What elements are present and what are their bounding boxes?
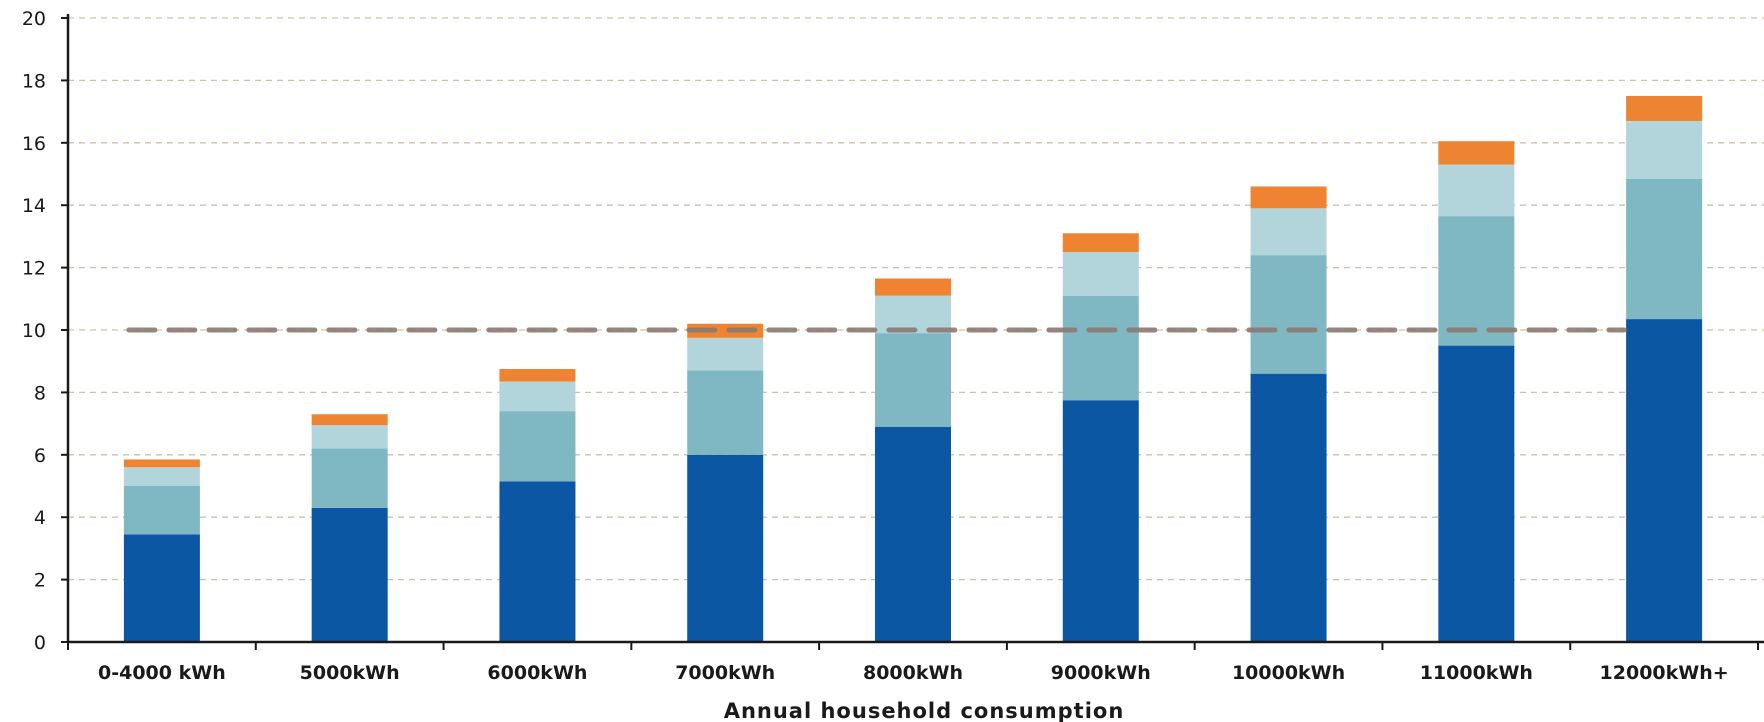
y-tick-label: 6 (34, 445, 46, 467)
bar-segment (1250, 255, 1327, 374)
bar-segment (1250, 373, 1327, 642)
bar-segment (1626, 319, 1703, 642)
bar-segment (875, 295, 951, 334)
y-tick-label: 0 (34, 632, 46, 654)
bar-segment (311, 414, 388, 426)
y-tick-label: 2 (34, 570, 46, 592)
bars (123, 96, 1703, 642)
y-tick-label: 12 (22, 258, 46, 280)
bar-segment (1438, 345, 1515, 642)
bar-segment (875, 426, 951, 642)
bar-segment (687, 454, 764, 642)
x-category-label: 9000kWh (1051, 662, 1151, 684)
x-axis-category-labels: 0-4000 kWh 5000kWh 6000kWh 7000kWh 8000kWh 90… (98, 662, 1729, 684)
axes (61, 14, 1764, 650)
bar-segment (499, 381, 576, 412)
bar-segment (1626, 120, 1703, 179)
x-category-label: 10000kWh (1232, 662, 1345, 684)
bar-segment (1626, 178, 1703, 320)
bar-segment (1062, 252, 1139, 296)
y-tick-label: 4 (34, 507, 46, 529)
bar-segment (311, 507, 388, 642)
y-axis-tick-labels: 0 2 4 6 8 10 12 14 16 18 20 (22, 8, 46, 654)
bar-segment (499, 481, 576, 642)
y-tick-label: 20 (22, 8, 46, 30)
bar-segment (1062, 295, 1139, 401)
x-category-label: 11000kWh (1420, 662, 1533, 684)
bar-segment (1250, 208, 1327, 256)
y-tick-label: 10 (22, 320, 46, 342)
bar-segment (1438, 164, 1515, 217)
x-category-label: 8000kWh (863, 662, 963, 684)
x-category-label: 5000kWh (300, 662, 400, 684)
bar-segment (1062, 400, 1139, 642)
y-tick-label: 8 (34, 382, 46, 404)
x-category-label: 6000kWh (487, 662, 587, 684)
bar-segment (875, 333, 951, 427)
bar-segment (875, 278, 951, 296)
bar-segment (1438, 141, 1515, 165)
bar-segment (311, 425, 388, 449)
y-tick-label: 16 (22, 133, 46, 155)
x-category-label: 7000kWh (675, 662, 775, 684)
x-category-label: 12000kWh+ (1600, 662, 1729, 684)
bar-segment (687, 323, 764, 338)
bar-segment (123, 534, 200, 642)
y-tick-label: 14 (22, 195, 46, 217)
bar-segment (687, 370, 764, 455)
bar-segment (499, 369, 576, 382)
bar-segment (123, 467, 200, 486)
bar-segment (687, 337, 764, 371)
bar-segment (1250, 186, 1327, 209)
x-category-label: 0-4000 kWh (98, 662, 226, 684)
bar-segment (123, 459, 200, 468)
bar-segment (1062, 233, 1139, 252)
bar-segment (499, 411, 576, 482)
bar-segment (1626, 96, 1703, 121)
bar-segment (123, 486, 200, 535)
y-tick-label: 18 (22, 70, 46, 92)
x-axis-title: Annual household consumption (724, 699, 1125, 722)
bar-segment (311, 448, 388, 508)
bar-segment (1438, 216, 1515, 346)
